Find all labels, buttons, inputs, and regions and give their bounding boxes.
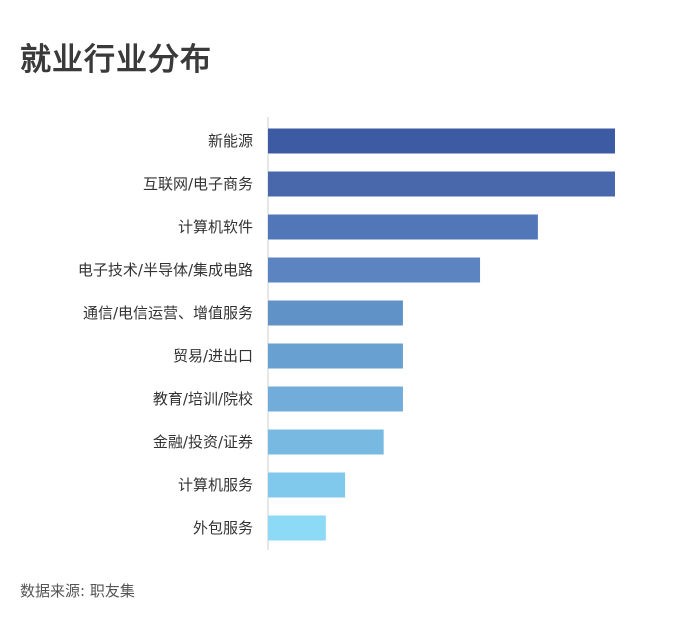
category-label-7: 教育/培训/院校 xyxy=(153,390,253,408)
category-label-2: 互联网/电子商务 xyxy=(143,175,253,193)
category-label-5: 通信/电信运营、增值服务 xyxy=(83,304,253,322)
category-label-3: 计算机软件 xyxy=(178,218,253,236)
category-label-8: 金融/投资/证券 xyxy=(153,433,253,451)
bar-6 xyxy=(268,343,403,369)
bar-10 xyxy=(268,515,326,541)
bar-7 xyxy=(268,386,403,412)
bar-1 xyxy=(268,128,615,154)
bar-8 xyxy=(268,429,384,455)
category-label-4: 电子技术/半导体/集成电路 xyxy=(78,261,253,279)
bar-9 xyxy=(268,472,346,498)
category-label-10: 外包服务 xyxy=(193,519,253,537)
data-source: 数据来源: 职友集 xyxy=(20,582,135,600)
bar-5 xyxy=(268,300,403,326)
bar-4 xyxy=(268,257,481,283)
category-label-6: 贸易/进出口 xyxy=(173,347,253,365)
bar-3 xyxy=(268,214,538,240)
category-label-9: 计算机服务 xyxy=(178,476,253,494)
bar-2 xyxy=(268,171,615,197)
category-label-1: 新能源 xyxy=(208,132,253,150)
chart-title: 就业行业分布 xyxy=(20,42,212,78)
